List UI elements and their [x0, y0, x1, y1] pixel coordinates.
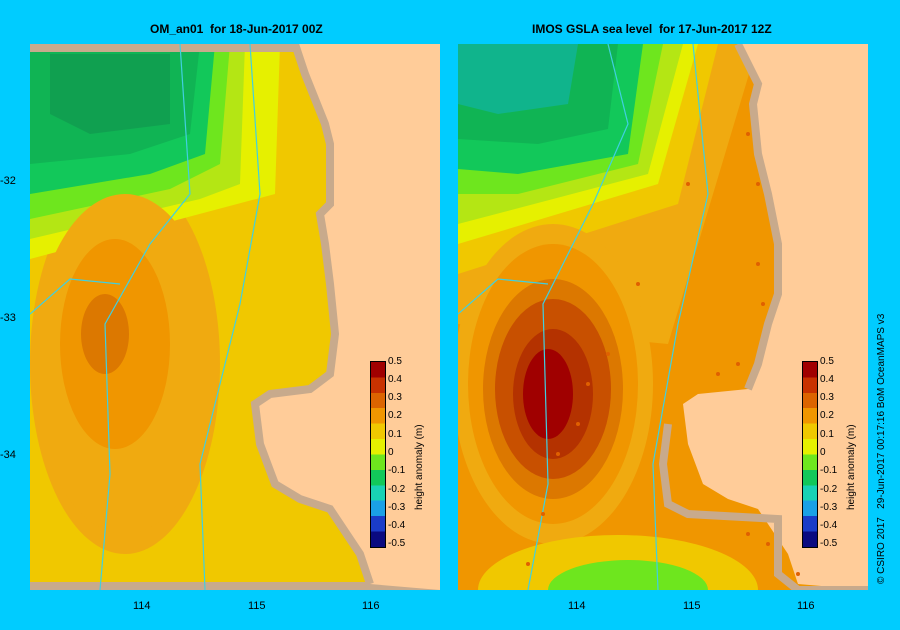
- colorbar-label: 0.5: [820, 356, 834, 367]
- y-tick-label: -32: [0, 175, 16, 187]
- colorbar-label: 0.1: [388, 429, 402, 440]
- colorbar-label: -0.1: [820, 465, 838, 476]
- colorbar-label: 0.3: [820, 392, 834, 403]
- colorbar-label: 0.2: [388, 410, 402, 421]
- x-tick-label: 115: [248, 600, 266, 612]
- colorbar-label: -0.3: [820, 502, 838, 513]
- colorbar-label: -0.2: [388, 484, 406, 495]
- colorbar-label: 0: [388, 447, 394, 458]
- colorbar-label: -0.1: [388, 465, 406, 476]
- left-panel-title: OM_an01 for 18-Jun-2017 00Z: [150, 22, 323, 36]
- x-tick-label: 114: [133, 600, 151, 612]
- colorbar-label: 0.5: [388, 356, 402, 367]
- right-sea-level-map: [458, 44, 868, 590]
- colorbar-label: -0.4: [820, 520, 838, 531]
- credit-text: © CSIRO 2017 29-Jun-2017 00:17:16 BoM Oc…: [876, 313, 887, 584]
- colorbar-label: 0: [820, 447, 826, 458]
- colorbar-label: -0.4: [388, 520, 406, 531]
- right-colorbar: [802, 361, 818, 548]
- left-colorbar: [370, 361, 386, 548]
- y-tick-label: -34: [0, 449, 16, 461]
- right-panel-title: IMOS GSLA sea level for 17-Jun-2017 12Z: [532, 22, 772, 36]
- colorbar-label: 0.4: [388, 374, 402, 385]
- right-colorbar-title: height anomaly (m): [846, 424, 857, 510]
- colorbar-label: 0.3: [388, 392, 402, 403]
- x-tick-label: 116: [362, 600, 380, 612]
- right-map-panel: [458, 44, 868, 590]
- colorbar-label: 0.2: [820, 410, 834, 421]
- colorbar-label: -0.5: [388, 538, 406, 549]
- colorbar-label: -0.3: [388, 502, 406, 513]
- x-tick-label: 115: [683, 600, 701, 612]
- x-tick-label: 114: [568, 600, 586, 612]
- left-colorbar-title: height anomaly (m): [414, 424, 425, 510]
- y-tick-label: -33: [0, 312, 16, 324]
- colorbar-label: 0.4: [820, 374, 834, 385]
- left-map-panel: [30, 44, 440, 590]
- colorbar-label: 0.1: [820, 429, 834, 440]
- left-sea-level-map: [30, 44, 440, 590]
- colorbar-label: -0.2: [820, 484, 838, 495]
- colorbar-label: -0.5: [820, 538, 838, 549]
- x-tick-label: 116: [797, 600, 815, 612]
